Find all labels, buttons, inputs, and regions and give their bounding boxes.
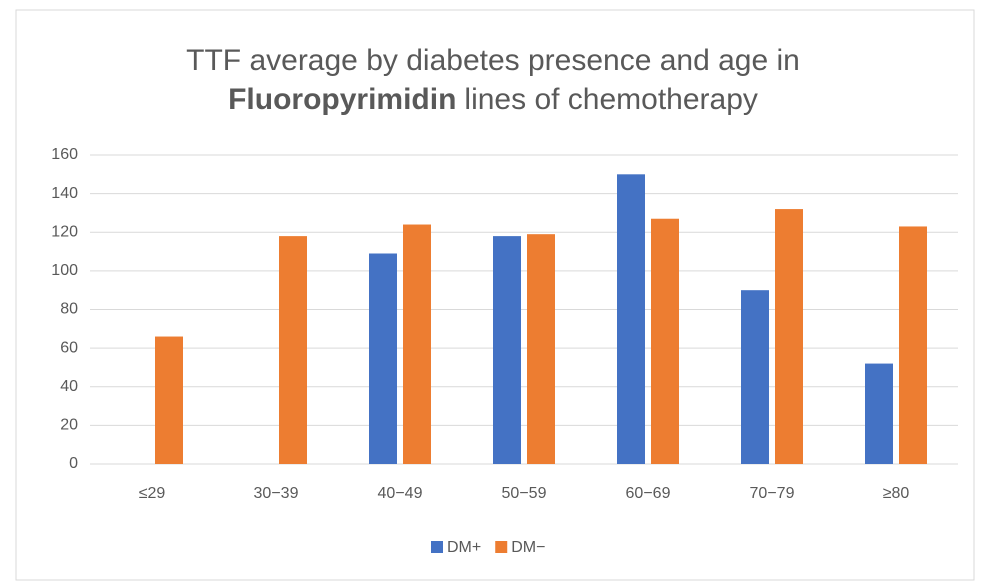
y-tick-label: 160 (51, 146, 78, 163)
legend-swatch (495, 541, 508, 553)
y-tick-label: 60 (60, 339, 78, 356)
y-tick-label: 80 (60, 301, 78, 318)
title-part: lines of chemotherapy (464, 83, 758, 116)
x-tick-label: 30−39 (254, 485, 299, 502)
legend-label: DM+ (447, 539, 481, 556)
x-tick-label: 40−49 (378, 485, 423, 502)
y-tick-label: 140 (51, 185, 78, 202)
legend-swatch (431, 541, 443, 553)
bar (403, 224, 431, 464)
x-tick-label: ≥80 (883, 485, 910, 502)
y-tick-label: 40 (60, 378, 78, 395)
bar (155, 336, 183, 464)
bar (617, 174, 645, 464)
bar (741, 290, 769, 464)
y-tick-label: 0 (69, 455, 78, 472)
chart-title: TTF average by diabetes presence and age… (186, 44, 800, 116)
y-tick-label: 20 (60, 417, 78, 434)
bar (527, 234, 555, 464)
bar (899, 226, 927, 464)
bar (369, 253, 397, 464)
bar (493, 236, 521, 464)
title-part: Fluoropyrimidin (228, 83, 456, 116)
legend-label: DM− (511, 539, 545, 556)
x-tick-label: 70−79 (750, 485, 795, 502)
x-tick-label: 60−69 (626, 485, 671, 502)
x-tick-label: ≤29 (139, 485, 166, 502)
y-tick-label: 120 (51, 223, 78, 240)
bar (279, 236, 307, 464)
x-tick-label: 50−59 (502, 485, 547, 502)
bar (775, 209, 803, 464)
bar (865, 363, 893, 464)
title-part: TTF average by diabetes presence and age… (186, 44, 800, 77)
bar (651, 218, 679, 464)
y-tick-label: 100 (51, 262, 78, 279)
